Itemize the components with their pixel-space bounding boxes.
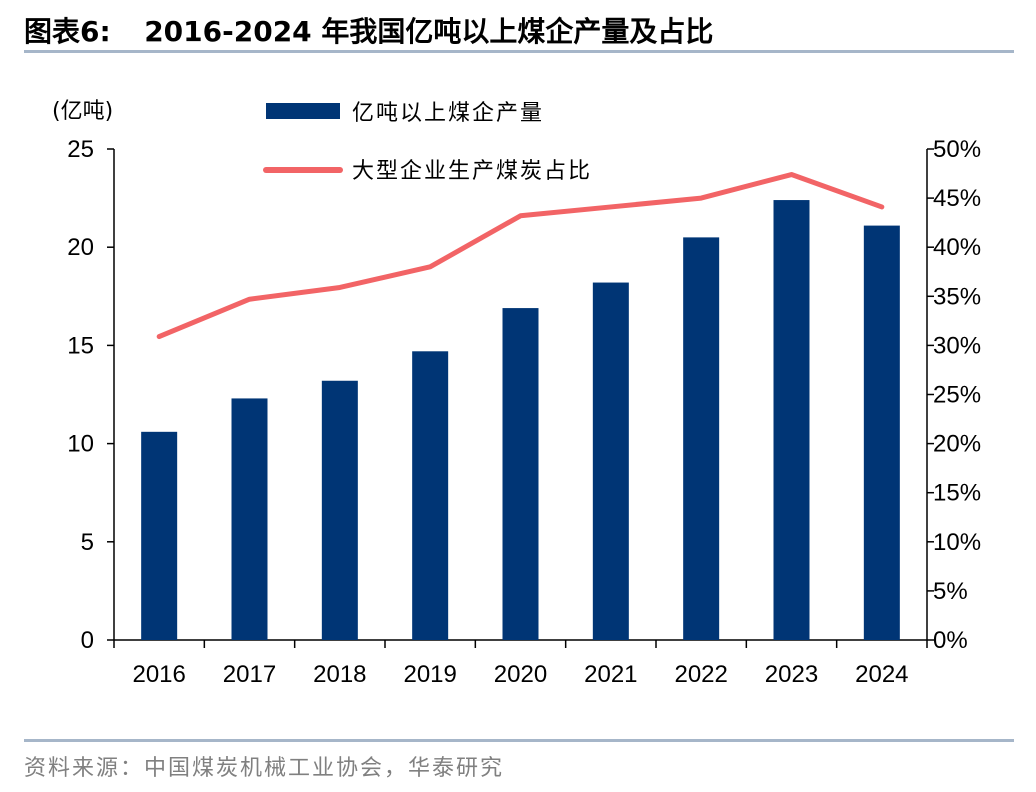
bar-2021 — [592, 282, 629, 640]
x-tick-label: 2022 — [674, 661, 727, 688]
right-tick-label: 5% — [933, 578, 968, 605]
x-tick-label: 2020 — [494, 661, 547, 688]
right-tick-label: 20% — [933, 431, 981, 458]
top-divider — [24, 50, 1014, 53]
bars — [141, 200, 900, 640]
share-point-2023 — [790, 173, 793, 177]
right-tick-label: 15% — [933, 480, 981, 507]
left-tick-label: 15 — [67, 332, 94, 359]
left-tick-label: 10 — [67, 431, 94, 458]
bar-2020 — [502, 308, 539, 640]
x-tick-label: 2021 — [584, 661, 637, 688]
share-point-2018 — [338, 285, 342, 289]
line-series — [156, 172, 885, 340]
right-tick-label: 10% — [933, 529, 981, 556]
x-tick-label: 2023 — [765, 661, 818, 688]
bar-2022 — [683, 237, 720, 640]
right-tick-label: 0% — [933, 627, 968, 654]
bottom-divider — [24, 739, 1014, 742]
right-tick-label: 35% — [933, 283, 981, 310]
figure-label: 图表6: — [24, 15, 111, 48]
x-tick-label: 2024 — [855, 661, 908, 688]
legend-line-label: 大型企业生产煤炭占比 — [352, 159, 592, 184]
share-point-2017 — [248, 297, 251, 301]
x-tick-label: 2017 — [223, 661, 276, 688]
figure-title: 2016-2024 年我国亿吨以上煤企产量及占比 — [144, 15, 714, 48]
x-tick-label: 2016 — [132, 661, 185, 688]
share-point-2016 — [157, 335, 161, 339]
source-note: 资料来源：中国煤炭机械工业协会，华泰研究 — [24, 756, 505, 781]
bar-2017 — [231, 398, 268, 640]
x-tick-label: 2019 — [403, 661, 456, 688]
bar-2024 — [863, 225, 900, 640]
bar-2023 — [773, 200, 810, 640]
tick-labels: 0 5 10 15 20 25 0% 5% 10% 15% 20% 25% 30% 35% 40% 45% 50… — [52, 99, 981, 688]
left-tick-label: 20 — [67, 234, 94, 261]
right-tick-label: 45% — [933, 185, 981, 212]
left-tick-label: 25 — [67, 136, 94, 163]
left-tick-label: 5 — [81, 529, 94, 556]
share-point-2021 — [609, 205, 613, 209]
share-point-2020 — [519, 214, 522, 218]
share-point-2024 — [880, 205, 884, 209]
right-tick-label: 50% — [933, 136, 981, 163]
share-point-2019 — [428, 265, 432, 269]
bar-2019 — [412, 351, 449, 640]
right-tick-label: 30% — [933, 332, 981, 359]
left-axis-unit: (亿吨) — [52, 99, 113, 124]
chart-title: 图表6: 2016-2024 年我国亿吨以上煤企产量及占比 — [24, 10, 713, 50]
right-tick-label: 40% — [933, 234, 981, 261]
left-tick-label: 0 — [81, 627, 94, 654]
legend-bar-swatch — [266, 103, 340, 119]
bar-2016 — [141, 431, 178, 640]
x-tick-label: 2018 — [313, 661, 366, 688]
bar-2018 — [321, 380, 358, 640]
legend-bar-label: 亿吨以上煤企产量 — [352, 101, 544, 126]
right-tick-label: 25% — [933, 382, 981, 409]
share-point-2022 — [699, 196, 703, 200]
